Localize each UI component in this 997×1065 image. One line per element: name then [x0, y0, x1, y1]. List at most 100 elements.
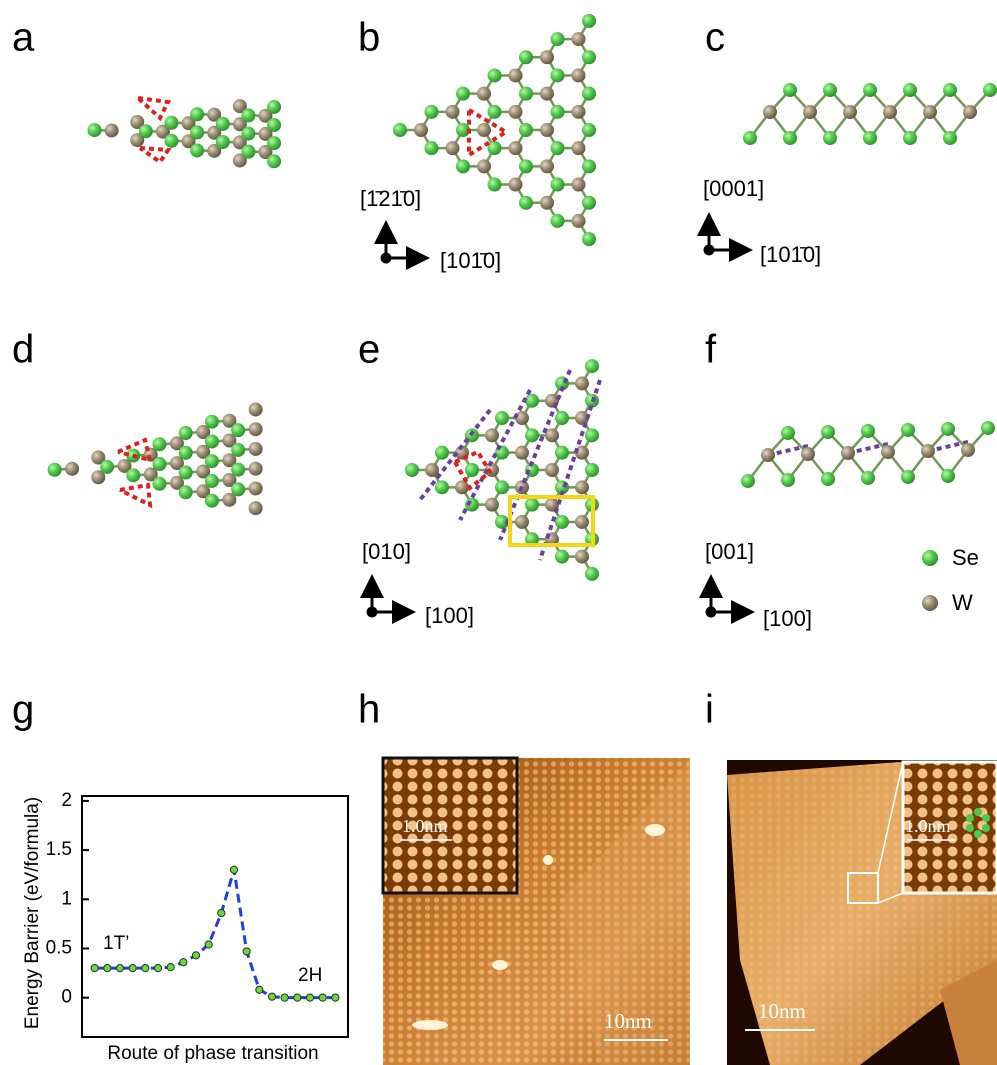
- se-atom: [981, 421, 995, 435]
- se-atom: [903, 83, 917, 97]
- overlay-atom: [966, 824, 974, 832]
- panel-label: c: [705, 16, 725, 60]
- se-atom: [582, 232, 596, 246]
- inset-scale-label: 1.0nm: [905, 816, 951, 836]
- structures: [48, 14, 997, 581]
- se-atom: [488, 141, 502, 155]
- se-atom: [488, 178, 502, 192]
- w-atom: [572, 32, 586, 46]
- se-atom: [241, 108, 255, 122]
- w-atom: [540, 87, 554, 101]
- se-atom: [585, 428, 599, 442]
- stm-adsorbate: [645, 824, 665, 836]
- se-atom: [405, 463, 419, 477]
- se-atom: [551, 105, 565, 119]
- stm-adsorbate: [492, 960, 508, 970]
- data-point: [332, 994, 339, 1001]
- structure-c: [743, 83, 997, 145]
- se-atom: [164, 134, 178, 148]
- stm-adsorbate: [543, 855, 553, 865]
- data-point: [104, 965, 111, 972]
- se-atom: [525, 498, 539, 512]
- annotation: 2H: [298, 965, 322, 986]
- se-atom: [241, 145, 255, 159]
- direction-label: [101̄0]: [760, 242, 821, 267]
- se-atom: [152, 437, 166, 451]
- w-atom: [540, 123, 554, 137]
- scale-label: 10nm: [758, 999, 806, 1023]
- w-atom: [801, 447, 815, 461]
- w-atom: [509, 178, 523, 192]
- w-atom: [249, 402, 263, 416]
- data-point: [167, 964, 174, 971]
- se-atom: [585, 359, 599, 373]
- se-atom: [823, 83, 837, 97]
- se-atom: [205, 494, 219, 508]
- w-atom: [509, 141, 523, 155]
- w-atom: [843, 105, 857, 119]
- w-atom: [65, 462, 79, 476]
- data-point: [268, 993, 275, 1000]
- se-atom: [179, 465, 193, 479]
- se-atom: [425, 105, 439, 119]
- annotation: 1T’: [103, 933, 129, 954]
- data-point: [180, 959, 187, 966]
- w-atom: [509, 105, 523, 119]
- w-atom: [572, 178, 586, 192]
- overlay-atom: [982, 814, 990, 822]
- se-atom: [901, 470, 915, 484]
- dashed-guide: [120, 485, 150, 505]
- se-atom: [393, 123, 407, 137]
- x-axis-label: Route of phase transition: [107, 1043, 318, 1064]
- se-atom: [585, 463, 599, 477]
- w-atom: [921, 444, 935, 458]
- se-atom: [216, 135, 230, 149]
- se-atom: [741, 474, 755, 488]
- direction-label: [001]: [705, 539, 754, 564]
- panel-label: b: [358, 16, 380, 60]
- se-atom: [582, 159, 596, 173]
- se-atom: [551, 68, 565, 82]
- se-atom: [231, 443, 245, 457]
- structure-a: [88, 98, 282, 168]
- y-tick-label: 2: [61, 790, 72, 811]
- w-atom: [572, 214, 586, 228]
- panel-label: a: [12, 16, 35, 60]
- w-atom: [477, 87, 491, 101]
- w-atom: [963, 105, 977, 119]
- se-atom: [495, 480, 509, 494]
- data-point: [306, 994, 313, 1001]
- w-atom: [446, 141, 460, 155]
- figure: 1.0nm 10nm 1.0nm 10nm: [0, 0, 997, 1065]
- se-atom: [179, 485, 193, 499]
- se-atom: [551, 141, 565, 155]
- data-point: [142, 965, 149, 972]
- se-atom: [435, 480, 449, 494]
- se-atom: [488, 68, 502, 82]
- se-atom: [205, 434, 219, 448]
- se-atom: [555, 446, 569, 460]
- w-atom: [414, 123, 428, 137]
- se-atom: [582, 50, 596, 64]
- se-atom: [582, 87, 596, 101]
- panel-label: i: [705, 688, 714, 732]
- w-atom: [485, 428, 499, 442]
- se-atom: [152, 477, 166, 491]
- w-atom: [446, 105, 460, 119]
- y-tick-label: 1: [61, 888, 72, 909]
- se-atom: [152, 457, 166, 471]
- se-atom: [267, 118, 281, 132]
- w-atom: [545, 463, 559, 477]
- se-atom: [190, 143, 204, 157]
- se-atom: [519, 87, 533, 101]
- w-atom: [249, 462, 263, 476]
- direction-label: [010]: [362, 539, 411, 564]
- se-atom: [551, 178, 565, 192]
- se-atom: [941, 469, 955, 483]
- panel-label: f: [705, 328, 717, 372]
- se-atom: [164, 116, 178, 130]
- w-atom: [249, 442, 263, 456]
- se-atom: [126, 468, 140, 482]
- w-atom: [841, 446, 855, 460]
- se-atom: [205, 474, 219, 488]
